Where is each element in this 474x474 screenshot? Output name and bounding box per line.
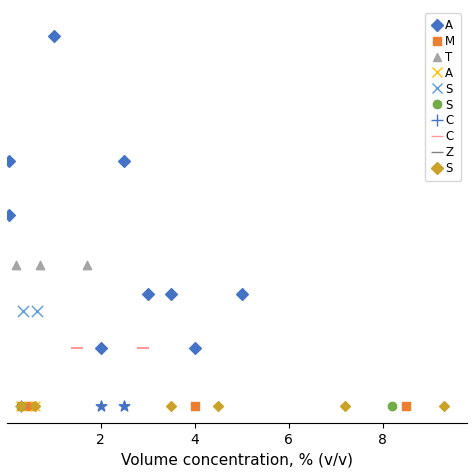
X-axis label: Volume concentration, % (v/v): Volume concentration, % (v/v) (121, 452, 353, 467)
Point (6, 211, 13, 219)
Point (388, 402, 396, 410)
Point (73, 344, 81, 352)
Point (341, 402, 349, 410)
Point (83, 261, 91, 269)
Point (6, 157, 13, 164)
Point (27, 402, 34, 410)
Point (17, 402, 25, 410)
Point (17, 402, 25, 410)
Point (191, 344, 199, 352)
Point (238, 290, 246, 298)
Point (120, 402, 128, 410)
Point (19, 307, 27, 314)
Point (120, 157, 128, 164)
Point (50, 32, 58, 40)
Point (31, 402, 39, 410)
Point (167, 402, 175, 410)
Point (12, 261, 20, 269)
Point (97, 344, 105, 352)
Legend: A, M, T, A, S, S, C, C, Z, S: A, M, T, A, S, S, C, C, Z, S (425, 13, 461, 181)
Point (440, 402, 447, 410)
Point (402, 402, 410, 410)
Point (191, 402, 199, 410)
Point (139, 344, 147, 352)
Point (214, 402, 222, 410)
Point (36, 261, 44, 269)
Point (34, 307, 41, 314)
Point (17, 402, 25, 410)
Point (31, 402, 39, 410)
Point (167, 290, 175, 298)
Point (144, 290, 152, 298)
Point (97, 402, 105, 410)
Point (17, 402, 25, 410)
Point (17, 402, 25, 410)
